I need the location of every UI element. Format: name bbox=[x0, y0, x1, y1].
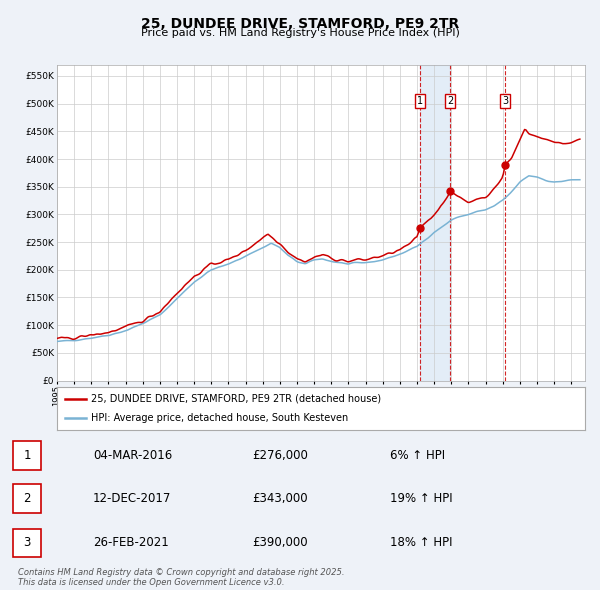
Text: HPI: Average price, detached house, South Kesteven: HPI: Average price, detached house, Sout… bbox=[91, 413, 349, 423]
Text: 3: 3 bbox=[502, 96, 508, 106]
Text: 25, DUNDEE DRIVE, STAMFORD, PE9 2TR (detached house): 25, DUNDEE DRIVE, STAMFORD, PE9 2TR (det… bbox=[91, 394, 382, 404]
Text: £390,000: £390,000 bbox=[252, 536, 308, 549]
Bar bbox=[420, 65, 451, 381]
Text: 19% ↑ HPI: 19% ↑ HPI bbox=[390, 492, 452, 505]
Text: 26-FEB-2021: 26-FEB-2021 bbox=[93, 536, 169, 549]
Text: 2: 2 bbox=[448, 96, 454, 106]
Text: 12-DEC-2017: 12-DEC-2017 bbox=[93, 492, 172, 505]
Text: £276,000: £276,000 bbox=[252, 449, 308, 462]
Text: 6% ↑ HPI: 6% ↑ HPI bbox=[390, 449, 445, 462]
Text: 25, DUNDEE DRIVE, STAMFORD, PE9 2TR: 25, DUNDEE DRIVE, STAMFORD, PE9 2TR bbox=[141, 17, 459, 31]
Text: 2: 2 bbox=[23, 492, 31, 505]
Text: 1: 1 bbox=[23, 449, 31, 462]
Text: 3: 3 bbox=[23, 536, 31, 549]
Text: 18% ↑ HPI: 18% ↑ HPI bbox=[390, 536, 452, 549]
Text: 04-MAR-2016: 04-MAR-2016 bbox=[93, 449, 172, 462]
Text: Price paid vs. HM Land Registry's House Price Index (HPI): Price paid vs. HM Land Registry's House … bbox=[140, 28, 460, 38]
Text: £343,000: £343,000 bbox=[252, 492, 308, 505]
Text: 1: 1 bbox=[417, 96, 423, 106]
Text: Contains HM Land Registry data © Crown copyright and database right 2025.
This d: Contains HM Land Registry data © Crown c… bbox=[18, 568, 344, 587]
